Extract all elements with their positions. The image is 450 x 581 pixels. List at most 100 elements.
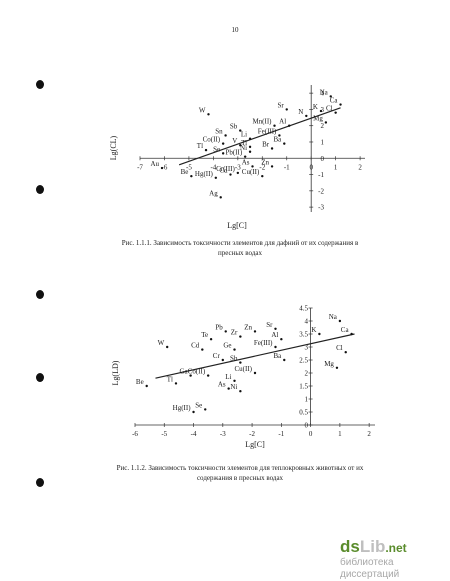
point-label: Mg bbox=[313, 114, 323, 122]
data-point-zn bbox=[270, 165, 274, 168]
point-label: Pb(II) bbox=[225, 149, 242, 157]
point-label: Co(II) bbox=[188, 368, 206, 376]
point-label: Sn bbox=[215, 127, 223, 135]
x-tick-label: -5 bbox=[161, 430, 167, 438]
data-point-mnii bbox=[273, 124, 276, 127]
point-label: K bbox=[311, 326, 316, 334]
point-label: Cd bbox=[191, 342, 200, 350]
y-axis-label: Lg(LD) bbox=[111, 360, 120, 385]
data-point-tl bbox=[174, 382, 178, 385]
y-tick-label: 0 bbox=[321, 155, 325, 163]
data-point-as bbox=[251, 165, 254, 168]
point-label: Mn(II) bbox=[252, 118, 272, 126]
x-tick-label: -7 bbox=[137, 163, 143, 171]
dslib-subtitle: библиотека диссертаций bbox=[340, 557, 400, 580]
data-point-na bbox=[329, 95, 332, 98]
x-tick-label: 0 bbox=[309, 430, 313, 438]
data-point-coii bbox=[221, 142, 225, 145]
data-point-v bbox=[239, 144, 242, 147]
binder-hole-1 bbox=[36, 80, 44, 89]
point-label: Al bbox=[279, 118, 286, 126]
data-point-cuii bbox=[253, 371, 257, 375]
data-point-al bbox=[287, 124, 291, 127]
x-tick-label: -2 bbox=[249, 430, 255, 438]
data-point-se bbox=[221, 152, 225, 155]
x-tick-label: 1 bbox=[334, 163, 338, 171]
point-label: As bbox=[218, 381, 226, 389]
dslib-logo: dsLib.net bbox=[340, 537, 407, 556]
toxicity-warm-blooded-chart: -6 -5 -4 -3 -2 -1 0 1 2 4.5 4 3.5 3 2.5 2 1.5 1 0.5 0 Pb Zn S… bbox=[111, 305, 375, 449]
data-point-cd bbox=[201, 348, 204, 351]
point-label: Na bbox=[320, 88, 329, 96]
data-point-coii bbox=[206, 374, 210, 377]
y-tick-label: 4 bbox=[305, 318, 309, 326]
x-tick-label: 2 bbox=[367, 430, 371, 438]
point-label: Ca bbox=[341, 326, 350, 334]
x-tick-label: -4 bbox=[191, 430, 197, 438]
data-point-pbii bbox=[243, 155, 247, 158]
data-point-ni bbox=[239, 390, 242, 393]
point-label: Sr bbox=[266, 321, 273, 329]
point-label: W bbox=[158, 339, 165, 347]
data-point-ca bbox=[339, 103, 342, 106]
x-tick-label: 2 bbox=[358, 163, 362, 171]
y-tick-label: 3 bbox=[305, 344, 309, 352]
data-point-sr bbox=[274, 327, 277, 330]
data-point-sn bbox=[224, 134, 227, 137]
x-tick-label: -1 bbox=[284, 163, 290, 171]
data-point-cl bbox=[334, 111, 337, 114]
x-axis-label: Lg[C] bbox=[227, 221, 247, 230]
x-tick-label: -5 bbox=[186, 163, 192, 171]
x-tick-label: -4 bbox=[210, 163, 216, 171]
data-point-ge bbox=[233, 348, 236, 351]
point-label: Ni bbox=[240, 144, 247, 152]
data-point-sb bbox=[239, 129, 242, 132]
point-label: Li bbox=[241, 131, 247, 139]
point-label: Cl bbox=[336, 344, 343, 352]
y-tick-label: 1 bbox=[305, 396, 309, 404]
data-point-ti bbox=[248, 145, 252, 149]
y-tick-label: 2 bbox=[321, 122, 325, 130]
point-label: Cl bbox=[326, 105, 333, 113]
data-point-li bbox=[233, 379, 236, 382]
data-point-se bbox=[204, 408, 207, 411]
point-label: Li bbox=[225, 373, 231, 381]
point-label: Zn bbox=[244, 323, 252, 331]
data-point-pb bbox=[224, 330, 227, 333]
data-point-ba bbox=[283, 142, 286, 145]
point-label: Be bbox=[181, 168, 189, 176]
x-tick-label: 0 bbox=[309, 163, 313, 171]
point-label: Fe(III) bbox=[258, 127, 277, 135]
point-label: Ge bbox=[223, 342, 231, 350]
data-point-mg bbox=[335, 366, 339, 369]
y-tick-label: 0 bbox=[305, 422, 309, 430]
data-point-al bbox=[280, 338, 283, 341]
data-point-w bbox=[165, 345, 169, 349]
data-point-au bbox=[160, 166, 164, 170]
binder-hole-5 bbox=[36, 478, 44, 487]
binder-hole-3 bbox=[36, 290, 44, 299]
y-tick-label: 3 bbox=[321, 106, 325, 114]
point-label: V bbox=[232, 137, 237, 145]
y-tick-label: -3 bbox=[318, 204, 324, 212]
point-label: Ni bbox=[230, 383, 237, 391]
trend-line bbox=[178, 107, 341, 166]
data-point-criii bbox=[236, 171, 240, 175]
point-label: Cr bbox=[213, 352, 221, 360]
point-label: Zr bbox=[231, 329, 238, 337]
point-label: As bbox=[242, 158, 250, 166]
data-point-br bbox=[270, 147, 274, 150]
dslib-watermark: dsLib.net библиотека диссертаций bbox=[340, 538, 446, 581]
y-axis-label: Lg(CL) bbox=[109, 135, 118, 160]
point-label: Ca bbox=[330, 97, 339, 105]
y-tick-label: 3.5 bbox=[299, 331, 308, 339]
data-point-sb bbox=[239, 361, 242, 364]
x-tick-label: -3 bbox=[220, 430, 226, 438]
binder-hole-2 bbox=[36, 185, 44, 194]
point-label: Sr bbox=[278, 101, 285, 109]
figure-caption-1: Рис. 1.1.1. Зависимость токсичности элем… bbox=[121, 239, 359, 257]
data-point-n bbox=[305, 114, 308, 118]
data-point-ag bbox=[219, 196, 222, 199]
x-axis-label: Lg[C] bbox=[245, 440, 265, 449]
point-label: Se bbox=[213, 145, 220, 153]
